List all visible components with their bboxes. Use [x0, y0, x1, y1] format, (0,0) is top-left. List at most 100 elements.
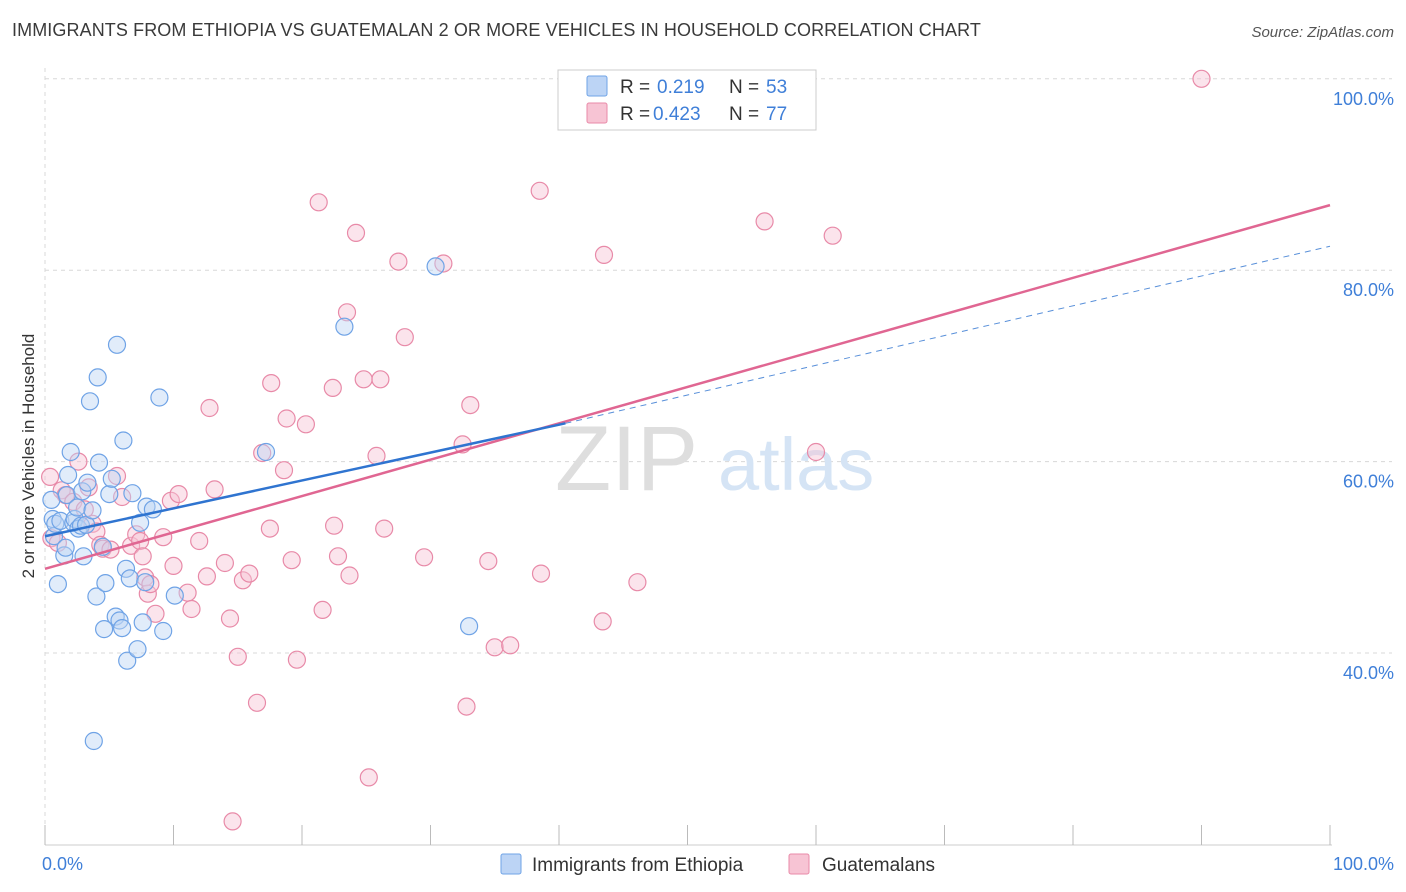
point-guatemalans [415, 548, 434, 567]
y-tick-label: 100.0% [1333, 89, 1394, 109]
point-guatemalans [354, 370, 373, 389]
point-guatemalans [190, 531, 209, 551]
point-ethiopia [87, 587, 106, 606]
point-ethiopia [83, 501, 102, 520]
point-guatemalans [277, 409, 296, 428]
point-guatemalans [594, 245, 614, 264]
chart-title: IMMIGRANTS FROM ETHIOPIA VS GUATEMALAN 2… [12, 20, 981, 40]
point-ethiopia [120, 569, 139, 588]
point-guatemalans [282, 551, 301, 570]
point-ethiopia [136, 573, 155, 592]
point-guatemalans [371, 370, 390, 389]
series-guatemalans [40, 69, 1211, 831]
point-ethiopia [112, 618, 132, 638]
point-guatemalans [197, 567, 216, 586]
point-guatemalans [395, 328, 414, 347]
point-ethiopia [96, 573, 115, 593]
point-ethiopia [94, 619, 114, 639]
point-guatemalans [346, 223, 366, 242]
point-ethiopia [128, 640, 147, 659]
point-guatemalans [240, 564, 259, 583]
point-guatemalans [287, 650, 306, 669]
point-ethiopia [150, 388, 169, 407]
bottom-legend-label-ethiopia: Immigrants from Ethiopia [532, 855, 744, 876]
point-guatemalans [69, 452, 88, 471]
point-guatemalans [205, 480, 224, 499]
point-guatemalans [325, 516, 344, 535]
y-tick-labels: 40.0% 60.0% 80.0% 100.0% [1333, 89, 1394, 683]
legend-r-value: 0.219 [657, 77, 705, 98]
point-guatemalans [501, 636, 520, 655]
point-ethiopia [46, 514, 65, 533]
point-ethiopia [84, 731, 103, 751]
bottom-legend-swatch-guatemalans [788, 853, 810, 875]
point-guatemalans [146, 604, 165, 623]
point-ethiopia [73, 482, 92, 501]
point-ethiopia [80, 392, 100, 411]
point-ethiopia [256, 442, 276, 462]
trend-line-guatemalans [44, 203, 1331, 570]
legend-n-value: 77 [766, 104, 787, 125]
point-guatemalans [133, 547, 152, 566]
watermark: ZIP atlas [555, 408, 874, 510]
x-tick-label-max: 100.0% [1333, 854, 1394, 874]
point-guatemalans [389, 252, 408, 271]
legend-r-label: R = [620, 77, 650, 98]
legend-swatch-ethiopia [586, 75, 608, 97]
source-label: Source: ZipAtlas.com [1251, 24, 1394, 41]
point-ethiopia [89, 453, 109, 472]
trend-line-ethiopia-extrapolated [565, 245, 1331, 424]
point-ethiopia [426, 257, 445, 276]
point-guatemalans [233, 571, 252, 590]
y-tick-label: 40.0% [1343, 663, 1394, 683]
point-ethiopia [100, 485, 119, 504]
point-ethiopia [102, 469, 121, 488]
point-guatemalans [200, 398, 219, 418]
point-guatemalans [274, 461, 294, 480]
point-guatemalans [531, 564, 551, 583]
point-ethiopia [107, 335, 127, 354]
point-guatemalans [296, 415, 315, 434]
point-guatemalans [223, 812, 242, 831]
point-ethiopia [88, 368, 107, 387]
point-guatemalans [247, 693, 267, 712]
point-ethiopia [42, 490, 61, 509]
point-guatemalans [328, 547, 348, 566]
point-ethiopia [460, 617, 479, 636]
point-guatemalans [593, 612, 612, 631]
point-guatemalans [107, 466, 127, 486]
point-guatemalans [823, 226, 842, 245]
point-guatemalans [40, 467, 60, 486]
legend-n-label: N = [729, 104, 759, 125]
point-guatemalans [457, 697, 476, 716]
point-ethiopia [48, 574, 68, 594]
point-ethiopia [131, 513, 150, 532]
x-tick-label-min: 0.0% [42, 854, 83, 874]
point-ethiopia [67, 498, 87, 517]
point-guatemalans [359, 768, 378, 787]
point-guatemalans [375, 519, 394, 538]
x-ticks [44, 825, 1331, 845]
point-ethiopia [61, 442, 80, 462]
watermark-zip: ZIP [555, 408, 698, 510]
point-guatemalans [628, 573, 647, 592]
point-ethiopia [58, 465, 78, 485]
point-ethiopia [118, 651, 137, 670]
bottom-legend: Immigrants from Ethiopia Guatemalans [500, 853, 935, 876]
legend-r-value: 0.423 [653, 104, 701, 125]
point-ethiopia [65, 509, 84, 529]
point-guatemalans [215, 553, 234, 573]
point-guatemalans [485, 638, 504, 657]
point-guatemalans [337, 303, 357, 322]
point-guatemalans [182, 599, 201, 619]
point-guatemalans [340, 566, 359, 585]
point-guatemalans [164, 556, 183, 576]
legend-n-value: 53 [766, 77, 787, 98]
point-guatemalans [461, 396, 480, 415]
point-guatemalans [313, 600, 332, 620]
point-guatemalans [806, 442, 826, 462]
series-ethiopia [42, 257, 479, 751]
point-ethiopia [133, 613, 152, 632]
legend-r-label: R = [620, 104, 650, 125]
